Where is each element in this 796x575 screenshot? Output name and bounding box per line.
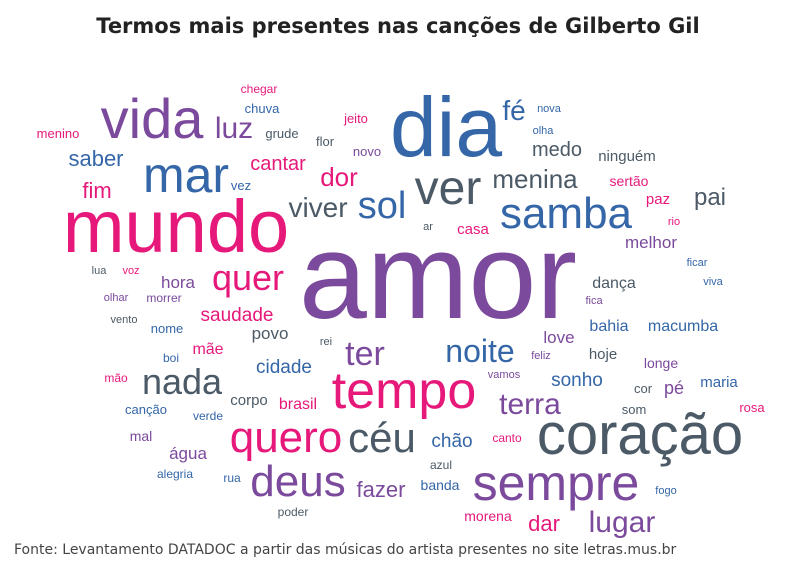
word-paz: paz: [646, 191, 670, 208]
word-vez: vez: [231, 178, 251, 193]
word-alegria: alegria: [157, 467, 193, 481]
word-mão: mão: [104, 371, 128, 385]
word-ar: ar: [423, 221, 433, 233]
word-mãe: mãe: [192, 341, 223, 358]
word-melhor: melhor: [625, 233, 677, 252]
word-som: som: [622, 402, 647, 417]
word-flor: flor: [316, 134, 335, 149]
word-dia: dia: [390, 80, 502, 174]
word-vento: vento: [111, 314, 138, 326]
word-longe: longe: [644, 355, 678, 371]
word-jeito: jeito: [343, 111, 368, 126]
word-viva: viva: [703, 276, 723, 288]
word-nada: nada: [142, 361, 223, 402]
word-olhar: olhar: [104, 292, 129, 304]
word-rosa: rosa: [739, 400, 765, 415]
word-coração: coração: [537, 402, 743, 467]
word-macumba: macumba: [648, 318, 718, 335]
word-bahia: bahia: [589, 318, 628, 335]
word-medo: medo: [532, 139, 582, 161]
word-hoje: hoje: [589, 346, 617, 363]
word-deus: deus: [250, 457, 345, 506]
word-rei: rei: [320, 336, 332, 348]
word-tempo: tempo: [332, 362, 477, 420]
word-nova: nova: [537, 103, 562, 115]
word-nome: nome: [151, 321, 184, 336]
word-olha: olha: [533, 125, 555, 137]
word-fim: fim: [82, 178, 111, 203]
word-mal: mal: [130, 428, 153, 444]
word-ter: ter: [345, 335, 385, 373]
word-chegar: chegar: [241, 82, 278, 96]
word-boi: boi: [163, 351, 179, 365]
word-rua: rua: [223, 471, 241, 485]
word-dor: dor: [320, 162, 358, 192]
word-ver: ver: [415, 162, 482, 215]
chart-title: Termos mais presentes nas canções de Gil…: [96, 14, 700, 38]
word-voz: voz: [122, 265, 139, 277]
word-poder: poder: [278, 505, 309, 519]
word-maria: maria: [700, 374, 738, 391]
word-menino: menino: [37, 126, 80, 141]
word-morrer: morrer: [146, 291, 181, 305]
word-feliz: feliz: [531, 350, 551, 362]
word-noite: noite: [445, 333, 514, 369]
word-sempre: sempre: [473, 455, 640, 511]
word-casa: casa: [457, 221, 489, 238]
word-saudade: saudade: [201, 305, 274, 326]
word-grude: grude: [265, 126, 298, 141]
word-povo: povo: [252, 324, 289, 343]
word-chuva: chuva: [245, 101, 280, 116]
word-fé: fé: [502, 95, 525, 126]
word-ficar: ficar: [687, 257, 708, 269]
word-vamos: vamos: [488, 369, 521, 381]
word-cor: cor: [634, 381, 653, 396]
word-fogo: fogo: [655, 485, 676, 497]
word-pé: pé: [664, 378, 684, 398]
word-novo: novo: [353, 144, 381, 159]
word-chão: chão: [431, 431, 472, 452]
word-mar: mar: [143, 147, 229, 203]
word-dar: dar: [528, 511, 560, 536]
word-brasil: brasil: [279, 396, 317, 413]
word-canto: canto: [492, 431, 522, 445]
word-saber: saber: [68, 146, 123, 171]
word-pai: pai: [694, 184, 726, 211]
word-verde: verde: [193, 409, 223, 423]
word-love: love: [543, 328, 574, 347]
word-fazer: fazer: [357, 477, 406, 502]
word-sonho: sonho: [551, 370, 603, 391]
word-menina: menina: [492, 164, 578, 194]
word-água: água: [169, 444, 207, 463]
word-morena: morena: [464, 508, 512, 524]
word-samba: samba: [500, 189, 633, 238]
word-terra: terra: [499, 388, 561, 421]
word-lua: lua: [92, 265, 108, 277]
word-vida: vida: [101, 87, 205, 150]
word-sertão: sertão: [610, 173, 649, 189]
word-lugar: lugar: [589, 506, 656, 539]
word-amor: amor: [299, 208, 577, 344]
word-hora: hora: [161, 273, 196, 292]
word-corpo: corpo: [230, 392, 268, 409]
word-ninguém: ninguém: [598, 148, 656, 165]
word-rio: rio: [668, 216, 680, 228]
word-fica: fica: [585, 295, 603, 307]
word-dança: dança: [592, 275, 636, 292]
source-note: Fonte: Levantamento DATADOC a partir das…: [14, 542, 677, 558]
word-banda: banda: [421, 477, 460, 493]
word-luz: luz: [215, 112, 253, 145]
word-cantar: cantar: [250, 153, 306, 175]
word-céu: céu: [348, 414, 416, 461]
word-viver: viver: [288, 192, 347, 223]
word-mundo: mundo: [63, 185, 289, 268]
word-sol: sol: [358, 185, 407, 227]
word-cidade: cidade: [256, 357, 312, 378]
word-quero: quero: [230, 413, 343, 462]
word-canção: canção: [125, 402, 167, 417]
word-quer: quer: [212, 257, 284, 298]
word-azul: azul: [430, 458, 452, 472]
